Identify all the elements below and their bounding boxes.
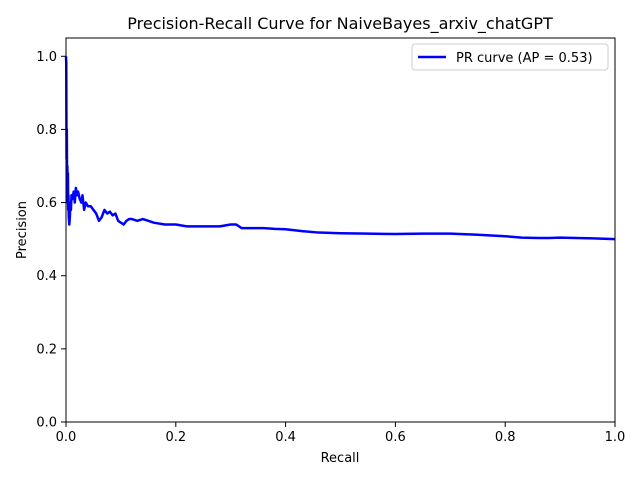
x-tick-label: 1.0 — [605, 430, 626, 445]
legend-box — [411, 43, 609, 71]
plot-frame — [65, 37, 616, 423]
pr-curve-line — [64, 56, 616, 241]
x-tick-label: 0.0 — [56, 430, 77, 445]
x-axis-label: Recall — [321, 451, 360, 466]
legend: PR curve (AP = 0.53) — [411, 43, 609, 71]
y-tick-label: 0.4 — [36, 269, 57, 284]
x-tick-label: 0.4 — [275, 430, 296, 445]
series-layer — [64, 56, 616, 241]
y-axis-ticks: 0.0 0.2 0.4 0.6 0.8 1.0 — [36, 50, 66, 431]
x-axis-ticks: 0.0 0.2 0.4 0.6 0.8 1.0 — [56, 422, 626, 445]
x-tick-label: 0.6 — [385, 430, 406, 445]
plot-area: 0.0 0.2 0.4 0.6 0.8 1.0 0.0 0.2 0.4 0.6 0.8 1.0 — [36, 37, 626, 445]
y-tick-label: 0.8 — [36, 123, 57, 138]
legend-label: PR curve (AP = 0.53) — [456, 51, 593, 66]
x-tick-label: 0.2 — [165, 430, 186, 445]
y-tick-label: 1.0 — [36, 50, 57, 65]
x-tick-label: 0.8 — [495, 430, 516, 445]
y-axis-label: Precision — [15, 201, 30, 259]
y-tick-label: 0.0 — [36, 416, 57, 431]
y-tick-label: 0.2 — [36, 342, 57, 357]
chart-title: Precision-Recall Curve for NaiveBayes_ar… — [127, 14, 553, 34]
y-tick-label: 0.6 — [36, 196, 57, 211]
